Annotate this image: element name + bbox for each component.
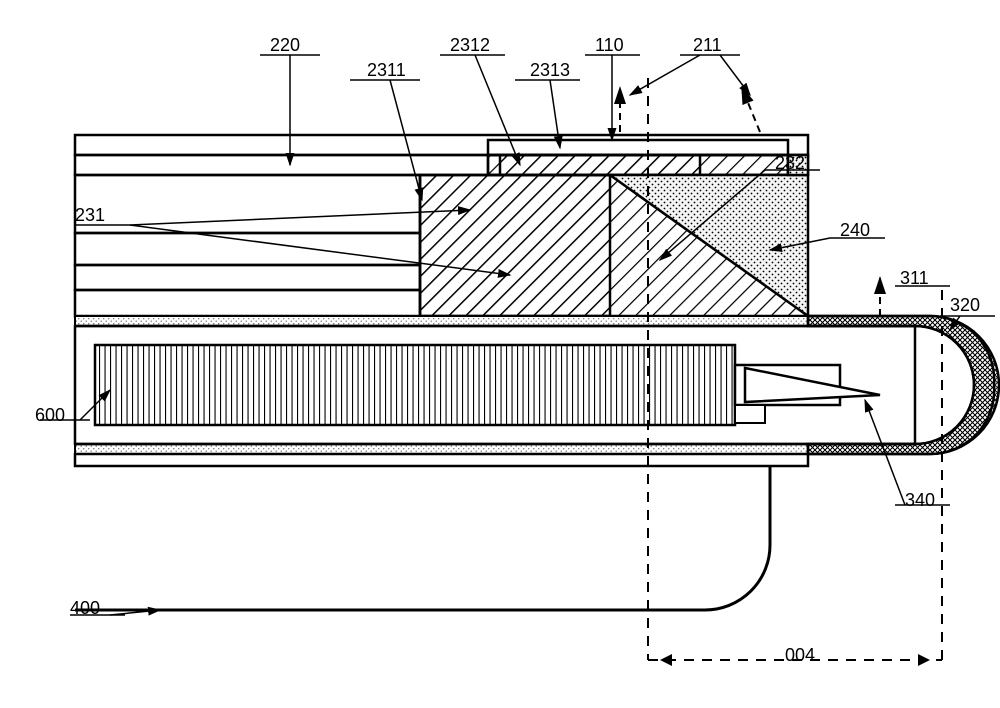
label-232: 232 [775,153,805,174]
label-2313: 2313 [530,60,570,81]
technical-diagram: 220 2311 2312 2313 110 211 231 232 240 3… [0,0,1000,708]
label-311: 311 [900,268,929,289]
label-220: 220 [270,35,300,56]
label-2311: 2311 [367,60,406,81]
label-240: 240 [840,220,870,241]
label-110: 110 [595,35,624,56]
label-004: 004 [785,645,815,666]
label-600: 600 [35,405,65,426]
label-340: 340 [905,490,935,511]
label-211: 211 [693,35,722,56]
label-320: 320 [950,295,980,316]
diagram-svg [0,0,1000,708]
label-400: 400 [70,598,100,619]
label-2312: 2312 [450,35,490,56]
label-231: 231 [75,205,105,226]
